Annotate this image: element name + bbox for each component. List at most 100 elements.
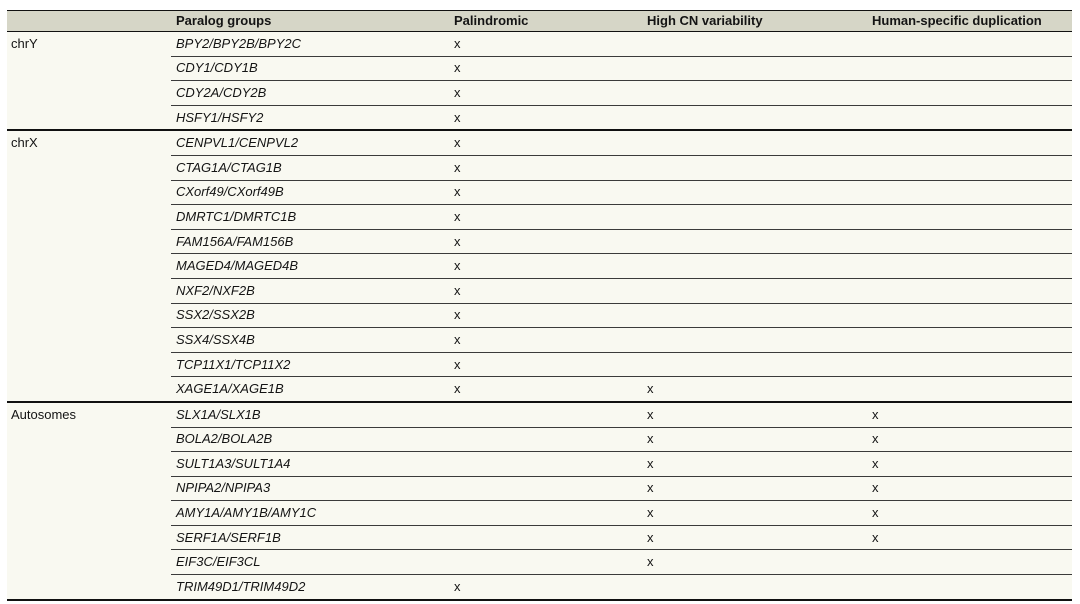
palindromic-mark: x bbox=[449, 130, 642, 156]
table-row: TCP11X1/TCP11X2 x bbox=[7, 352, 1072, 378]
paralog-name: EIF3C/EIF3CL bbox=[171, 549, 449, 576]
paralog-name: SULT1A3/SULT1A4 bbox=[171, 451, 449, 477]
high-cn-mark: x bbox=[642, 451, 867, 477]
palindromic-mark bbox=[449, 401, 642, 428]
human-specific-mark bbox=[867, 130, 1072, 156]
human-specific-mark bbox=[867, 204, 1072, 230]
paralog-name: CDY1/CDY1B bbox=[171, 56, 449, 82]
human-specific-mark bbox=[867, 549, 1072, 576]
paralog-name: SSX2/SSX2B bbox=[171, 303, 449, 329]
palindromic-mark: x bbox=[449, 327, 642, 353]
header-paralog-groups: Paralog groups bbox=[171, 10, 449, 32]
high-cn-mark: x bbox=[642, 525, 867, 551]
group-label: Autosomes bbox=[7, 401, 171, 601]
human-specific-mark bbox=[867, 105, 1072, 132]
header-human-specific-duplication: Human-specific duplication bbox=[867, 10, 1072, 32]
group-label: chrY bbox=[7, 31, 171, 132]
table-row: NPIPA2/NPIPA3 x x bbox=[7, 476, 1072, 502]
paralog-name: SERF1A/SERF1B bbox=[171, 525, 449, 551]
human-specific-mark bbox=[867, 303, 1072, 329]
palindromic-mark: x bbox=[449, 303, 642, 329]
palindromic-mark: x bbox=[449, 180, 642, 206]
high-cn-mark bbox=[642, 204, 867, 230]
palindromic-mark: x bbox=[449, 155, 642, 181]
table-row: SERF1A/SERF1B x x bbox=[7, 525, 1072, 551]
table-row: NXF2/NXF2B x bbox=[7, 278, 1072, 304]
paralog-name: HSFY1/HSFY2 bbox=[171, 105, 449, 132]
human-specific-mark bbox=[867, 253, 1072, 279]
table-row: Autosomes SLX1A/SLX1B x x bbox=[7, 401, 1072, 601]
high-cn-mark bbox=[642, 130, 867, 156]
paralog-name: CDY2A/CDY2B bbox=[171, 80, 449, 106]
table-row: CXorf49/CXorf49B x bbox=[7, 180, 1072, 206]
table-header: Paralog groups Palindromic High CN varia… bbox=[7, 10, 1072, 32]
paralog-name: XAGE1A/XAGE1B bbox=[171, 376, 449, 403]
table-row: SSX2/SSX2B x bbox=[7, 303, 1072, 329]
paralog-name: BPY2/BPY2B/BPY2C bbox=[171, 31, 449, 57]
high-cn-mark: x bbox=[642, 500, 867, 526]
human-specific-mark: x bbox=[867, 427, 1072, 453]
paralog-name: FAM156A/FAM156B bbox=[171, 229, 449, 255]
paralog-name: CENPVL1/CENPVL2 bbox=[171, 130, 449, 156]
high-cn-mark bbox=[642, 155, 867, 181]
palindromic-mark: x bbox=[449, 574, 642, 601]
palindromic-mark bbox=[449, 427, 642, 453]
human-specific-mark bbox=[867, 352, 1072, 378]
table-row: DMRTC1/DMRTC1B x bbox=[7, 204, 1072, 230]
table-row: CDY2A/CDY2B x bbox=[7, 80, 1072, 106]
table-row: FAM156A/FAM156B x bbox=[7, 229, 1072, 255]
palindromic-mark: x bbox=[449, 204, 642, 230]
paralog-name: BOLA2/BOLA2B bbox=[171, 427, 449, 453]
paralog-name: DMRTC1/DMRTC1B bbox=[171, 204, 449, 230]
human-specific-mark bbox=[867, 574, 1072, 601]
table-body: chrY BPY2/BPY2B/BPY2C x CDY1/CDY1B x CDY2A/CD… bbox=[7, 31, 1072, 601]
paralog-name: SSX4/SSX4B bbox=[171, 327, 449, 353]
human-specific-mark bbox=[867, 31, 1072, 57]
table-row: chrY BPY2/BPY2B/BPY2C x bbox=[7, 31, 1072, 132]
human-specific-mark bbox=[867, 327, 1072, 353]
high-cn-mark bbox=[642, 352, 867, 378]
human-specific-mark: x bbox=[867, 500, 1072, 526]
high-cn-mark bbox=[642, 105, 867, 132]
palindromic-mark: x bbox=[449, 31, 642, 57]
table-row: HSFY1/HSFY2 x bbox=[7, 105, 1072, 132]
high-cn-mark bbox=[642, 31, 867, 57]
paralog-name: CXorf49/CXorf49B bbox=[171, 180, 449, 206]
table-row: BOLA2/BOLA2B x x bbox=[7, 427, 1072, 453]
table-row: XAGE1A/XAGE1B x x bbox=[7, 376, 1072, 403]
table-row: TRIM49D1/TRIM49D2 x bbox=[7, 574, 1072, 601]
palindromic-mark bbox=[449, 451, 642, 477]
group-label: chrX bbox=[7, 130, 171, 403]
human-specific-mark bbox=[867, 376, 1072, 403]
high-cn-mark bbox=[642, 229, 867, 255]
human-specific-mark: x bbox=[867, 525, 1072, 551]
high-cn-mark: x bbox=[642, 476, 867, 502]
paralog-name: NXF2/NXF2B bbox=[171, 278, 449, 304]
table-row: AMY1A/AMY1B/AMY1C x x bbox=[7, 500, 1072, 526]
paralog-name: NPIPA2/NPIPA3 bbox=[171, 476, 449, 502]
high-cn-mark bbox=[642, 80, 867, 106]
palindromic-mark: x bbox=[449, 376, 642, 403]
header-high-cn-variability: High CN variability bbox=[642, 10, 867, 32]
human-specific-mark bbox=[867, 56, 1072, 82]
palindromic-mark bbox=[449, 549, 642, 576]
palindromic-mark bbox=[449, 476, 642, 502]
high-cn-mark bbox=[642, 253, 867, 279]
human-specific-mark bbox=[867, 278, 1072, 304]
paralog-name: CTAG1A/CTAG1B bbox=[171, 155, 449, 181]
palindromic-mark: x bbox=[449, 278, 642, 304]
paralog-name: AMY1A/AMY1B/AMY1C bbox=[171, 500, 449, 526]
high-cn-mark bbox=[642, 56, 867, 82]
table-row: EIF3C/EIF3CL x bbox=[7, 549, 1072, 576]
palindromic-mark: x bbox=[449, 352, 642, 378]
paralog-name: SLX1A/SLX1B bbox=[171, 401, 449, 428]
paralog-name: TRIM49D1/TRIM49D2 bbox=[171, 574, 449, 601]
human-specific-mark: x bbox=[867, 401, 1072, 428]
high-cn-mark bbox=[642, 278, 867, 304]
high-cn-mark bbox=[642, 303, 867, 329]
table-row: chrX CENPVL1/CENPVL2 x bbox=[7, 130, 1072, 403]
palindromic-mark: x bbox=[449, 56, 642, 82]
paralog-name: MAGED4/MAGED4B bbox=[171, 253, 449, 279]
palindromic-mark: x bbox=[449, 253, 642, 279]
table-row: CTAG1A/CTAG1B x bbox=[7, 155, 1072, 181]
